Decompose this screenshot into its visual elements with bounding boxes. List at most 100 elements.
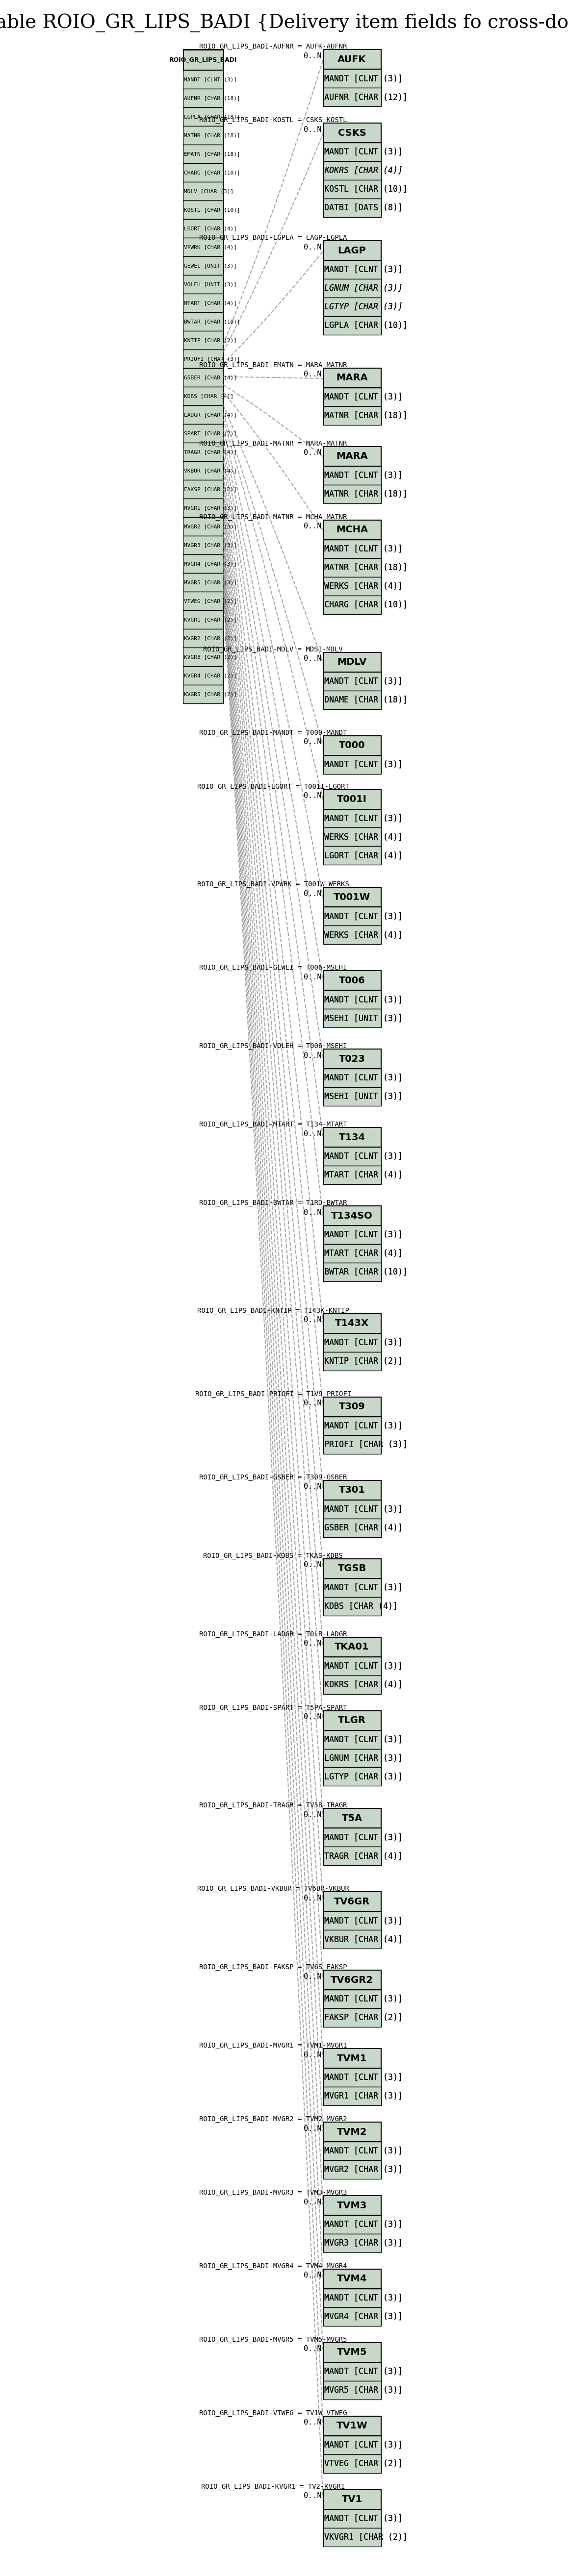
FancyBboxPatch shape [323,299,381,317]
FancyBboxPatch shape [323,889,381,907]
Text: MANDT [CLNT (3)]: MANDT [CLNT (3)] [324,1422,403,1430]
FancyBboxPatch shape [323,2509,381,2527]
FancyBboxPatch shape [323,2437,381,2455]
Text: WERKS [CHAR (4)]: WERKS [CHAR (4)] [324,930,403,940]
FancyBboxPatch shape [183,144,223,162]
Text: VTWEG [CHAR (2)]: VTWEG [CHAR (2)] [184,598,237,603]
FancyBboxPatch shape [323,672,381,690]
Text: MDLV [CHAR (3)]: MDLV [CHAR (3)] [184,188,233,193]
Text: MANDT [CLNT (3)]: MANDT [CLNT (3)] [324,1834,403,1842]
Text: TV6GR: TV6GR [334,1896,370,1906]
Text: TVM4: TVM4 [337,2275,367,2282]
Text: AUFNR [CHAR (18)]: AUFNR [CHAR (18)] [184,95,240,100]
Text: KOKRS [CHAR (4)]: KOKRS [CHAR (4)] [324,1680,403,1690]
Text: ROIO_GR_LIPS_BADI-MATNR = MCHA-MATNR: ROIO_GR_LIPS_BADI-MATNR = MCHA-MATNR [199,513,347,520]
Text: ROIO_GR_LIPS_BADI-MVGR4 = TVM4-MVGR4: ROIO_GR_LIPS_BADI-MVGR4 = TVM4-MVGR4 [199,2262,347,2269]
Text: BWTAR [CHAR (10)]: BWTAR [CHAR (10)] [184,319,240,325]
FancyBboxPatch shape [323,2048,381,2069]
Text: DATBI [DATS (8)]: DATBI [DATS (8)] [324,204,403,211]
Text: TVM1: TVM1 [337,2053,367,2063]
FancyBboxPatch shape [323,1829,381,1847]
Text: TV6GR2: TV6GR2 [331,1976,373,1984]
FancyBboxPatch shape [323,1558,381,1579]
Text: TVM5: TVM5 [337,2347,367,2357]
Text: 0..N: 0..N [303,2419,321,2427]
Text: VKBUR [CHAR (4)]: VKBUR [CHAR (4)] [324,1935,403,1945]
Text: ROIO_GR_LIPS_BADI-MTART = TI34-MTART: ROIO_GR_LIPS_BADI-MTART = TI34-MTART [199,1121,347,1128]
Text: TLGR: TLGR [338,1716,366,1726]
Text: LGTYP [CHAR (3)]: LGTYP [CHAR (3)] [324,1772,403,1780]
Text: MANDT [CLNT (3)]: MANDT [CLNT (3)] [324,471,403,479]
FancyBboxPatch shape [323,2233,381,2251]
FancyBboxPatch shape [323,1710,381,1731]
Text: LGNUM [CHAR (3)]: LGNUM [CHAR (3)] [324,283,403,294]
FancyBboxPatch shape [183,368,223,386]
Text: TVM2: TVM2 [337,2128,367,2136]
FancyBboxPatch shape [323,1087,381,1105]
Text: T134: T134 [339,1133,365,1141]
FancyBboxPatch shape [323,1656,381,1674]
Text: VOLEH [UNIT (3)]: VOLEH [UNIT (3)] [184,281,237,286]
FancyBboxPatch shape [183,647,223,667]
FancyBboxPatch shape [323,520,381,538]
FancyBboxPatch shape [323,1638,381,1656]
FancyBboxPatch shape [183,443,223,461]
FancyBboxPatch shape [183,461,223,479]
Text: TVM3: TVM3 [337,2200,367,2210]
Text: VKBUR [CHAR (4)]: VKBUR [CHAR (4)] [324,1935,403,1945]
Text: MVGR2 [CHAR (3)]: MVGR2 [CHAR (3)] [184,523,237,528]
Text: WERKS [CHAR (4)]: WERKS [CHAR (4)] [324,930,403,940]
Text: MANDT [CLNT (3)]: MANDT [CLNT (3)] [324,2514,403,2522]
FancyBboxPatch shape [183,258,223,276]
Text: VKVGR1 [CHAR (2)]: VKVGR1 [CHAR (2)] [324,2532,408,2543]
Text: KVGR4 [CHAR (2)]: KVGR4 [CHAR (2)] [184,672,237,677]
FancyBboxPatch shape [323,1396,381,1417]
FancyBboxPatch shape [183,201,223,219]
Text: MANDT [CLNT (3)]: MANDT [CLNT (3)] [324,2293,403,2303]
FancyBboxPatch shape [323,1128,381,1146]
Text: FAKSP [CHAR (2)]: FAKSP [CHAR (2)] [324,2014,403,2022]
FancyBboxPatch shape [323,1929,381,1947]
Text: MANDT [CLNT (3)]: MANDT [CLNT (3)] [324,2439,403,2450]
Text: MSEHI [UNIT (3)]: MSEHI [UNIT (3)] [324,1092,403,1100]
Text: LGORT [CHAR (4)]: LGORT [CHAR (4)] [324,850,403,860]
Text: ROIO_GR_LIPS_BADI-GEWEI = T006-MSEHI: ROIO_GR_LIPS_BADI-GEWEI = T006-MSEHI [199,963,347,971]
Text: LGTYP [CHAR (3)]: LGTYP [CHAR (3)] [324,301,403,312]
FancyBboxPatch shape [323,2455,381,2473]
FancyBboxPatch shape [323,2527,381,2548]
Text: ROIO_GR_LIPS_BADI-VTWEG = TV1W-VTWEG: ROIO_GR_LIPS_BADI-VTWEG = TV1W-VTWEG [199,2409,347,2416]
FancyBboxPatch shape [323,1989,381,2009]
Text: 0..N: 0..N [303,245,321,250]
FancyBboxPatch shape [323,1146,381,1167]
Text: ROIO_GR_LIPS_BADI-MVGR3 = TVM3-MVGR3: ROIO_GR_LIPS_BADI-MVGR3 = TVM3-MVGR3 [199,2190,347,2197]
Text: MATNR [CHAR (18)]: MATNR [CHAR (18)] [184,134,240,139]
Text: WERKS [CHAR (4)]: WERKS [CHAR (4)] [324,832,403,842]
Text: LGORT [CHAR (4)]: LGORT [CHAR (4)] [184,227,237,232]
Text: T5A: T5A [341,1814,362,1824]
FancyBboxPatch shape [323,484,381,502]
Text: GEWEI [UNIT (3)]: GEWEI [UNIT (3)] [184,263,237,268]
Text: MANDT [CLNT (3)]: MANDT [CLNT (3)] [324,392,403,402]
Text: MANDT [CLNT (3)]: MANDT [CLNT (3)] [324,471,403,479]
Text: TRAGR [CHAR (4)]: TRAGR [CHAR (4)] [324,1852,403,1860]
FancyBboxPatch shape [323,162,381,180]
FancyBboxPatch shape [323,389,381,407]
Text: MVGR3 [CHAR (3)]: MVGR3 [CHAR (3)] [324,2239,403,2246]
FancyBboxPatch shape [183,404,223,425]
Text: MANDT [CLNT (3)]: MANDT [CLNT (3)] [324,814,403,822]
FancyBboxPatch shape [323,1481,381,1499]
FancyBboxPatch shape [323,2009,381,2027]
Text: MANDT [CLNT (3)]: MANDT [CLNT (3)] [324,1584,403,1592]
Text: ROIO_GR_LIPS_BADI-KDBS = TKAS-KDBS: ROIO_GR_LIPS_BADI-KDBS = TKAS-KDBS [203,1553,343,1558]
FancyBboxPatch shape [323,2141,381,2161]
FancyBboxPatch shape [323,1010,381,1028]
Text: 0..N: 0..N [303,2050,321,2058]
Text: MANDT [CLNT (3)]: MANDT [CLNT (3)] [324,994,403,1005]
Text: MANDT [CLNT (3)]: MANDT [CLNT (3)] [324,1662,403,1669]
Text: MANDT [CLNT (3)]: MANDT [CLNT (3)] [324,1231,403,1239]
FancyBboxPatch shape [183,425,223,443]
Text: EMATN [CHAR (18)]: EMATN [CHAR (18)] [184,152,240,157]
FancyBboxPatch shape [183,518,223,536]
Text: 0..N: 0..N [303,891,321,896]
Text: MARA: MARA [336,451,368,461]
